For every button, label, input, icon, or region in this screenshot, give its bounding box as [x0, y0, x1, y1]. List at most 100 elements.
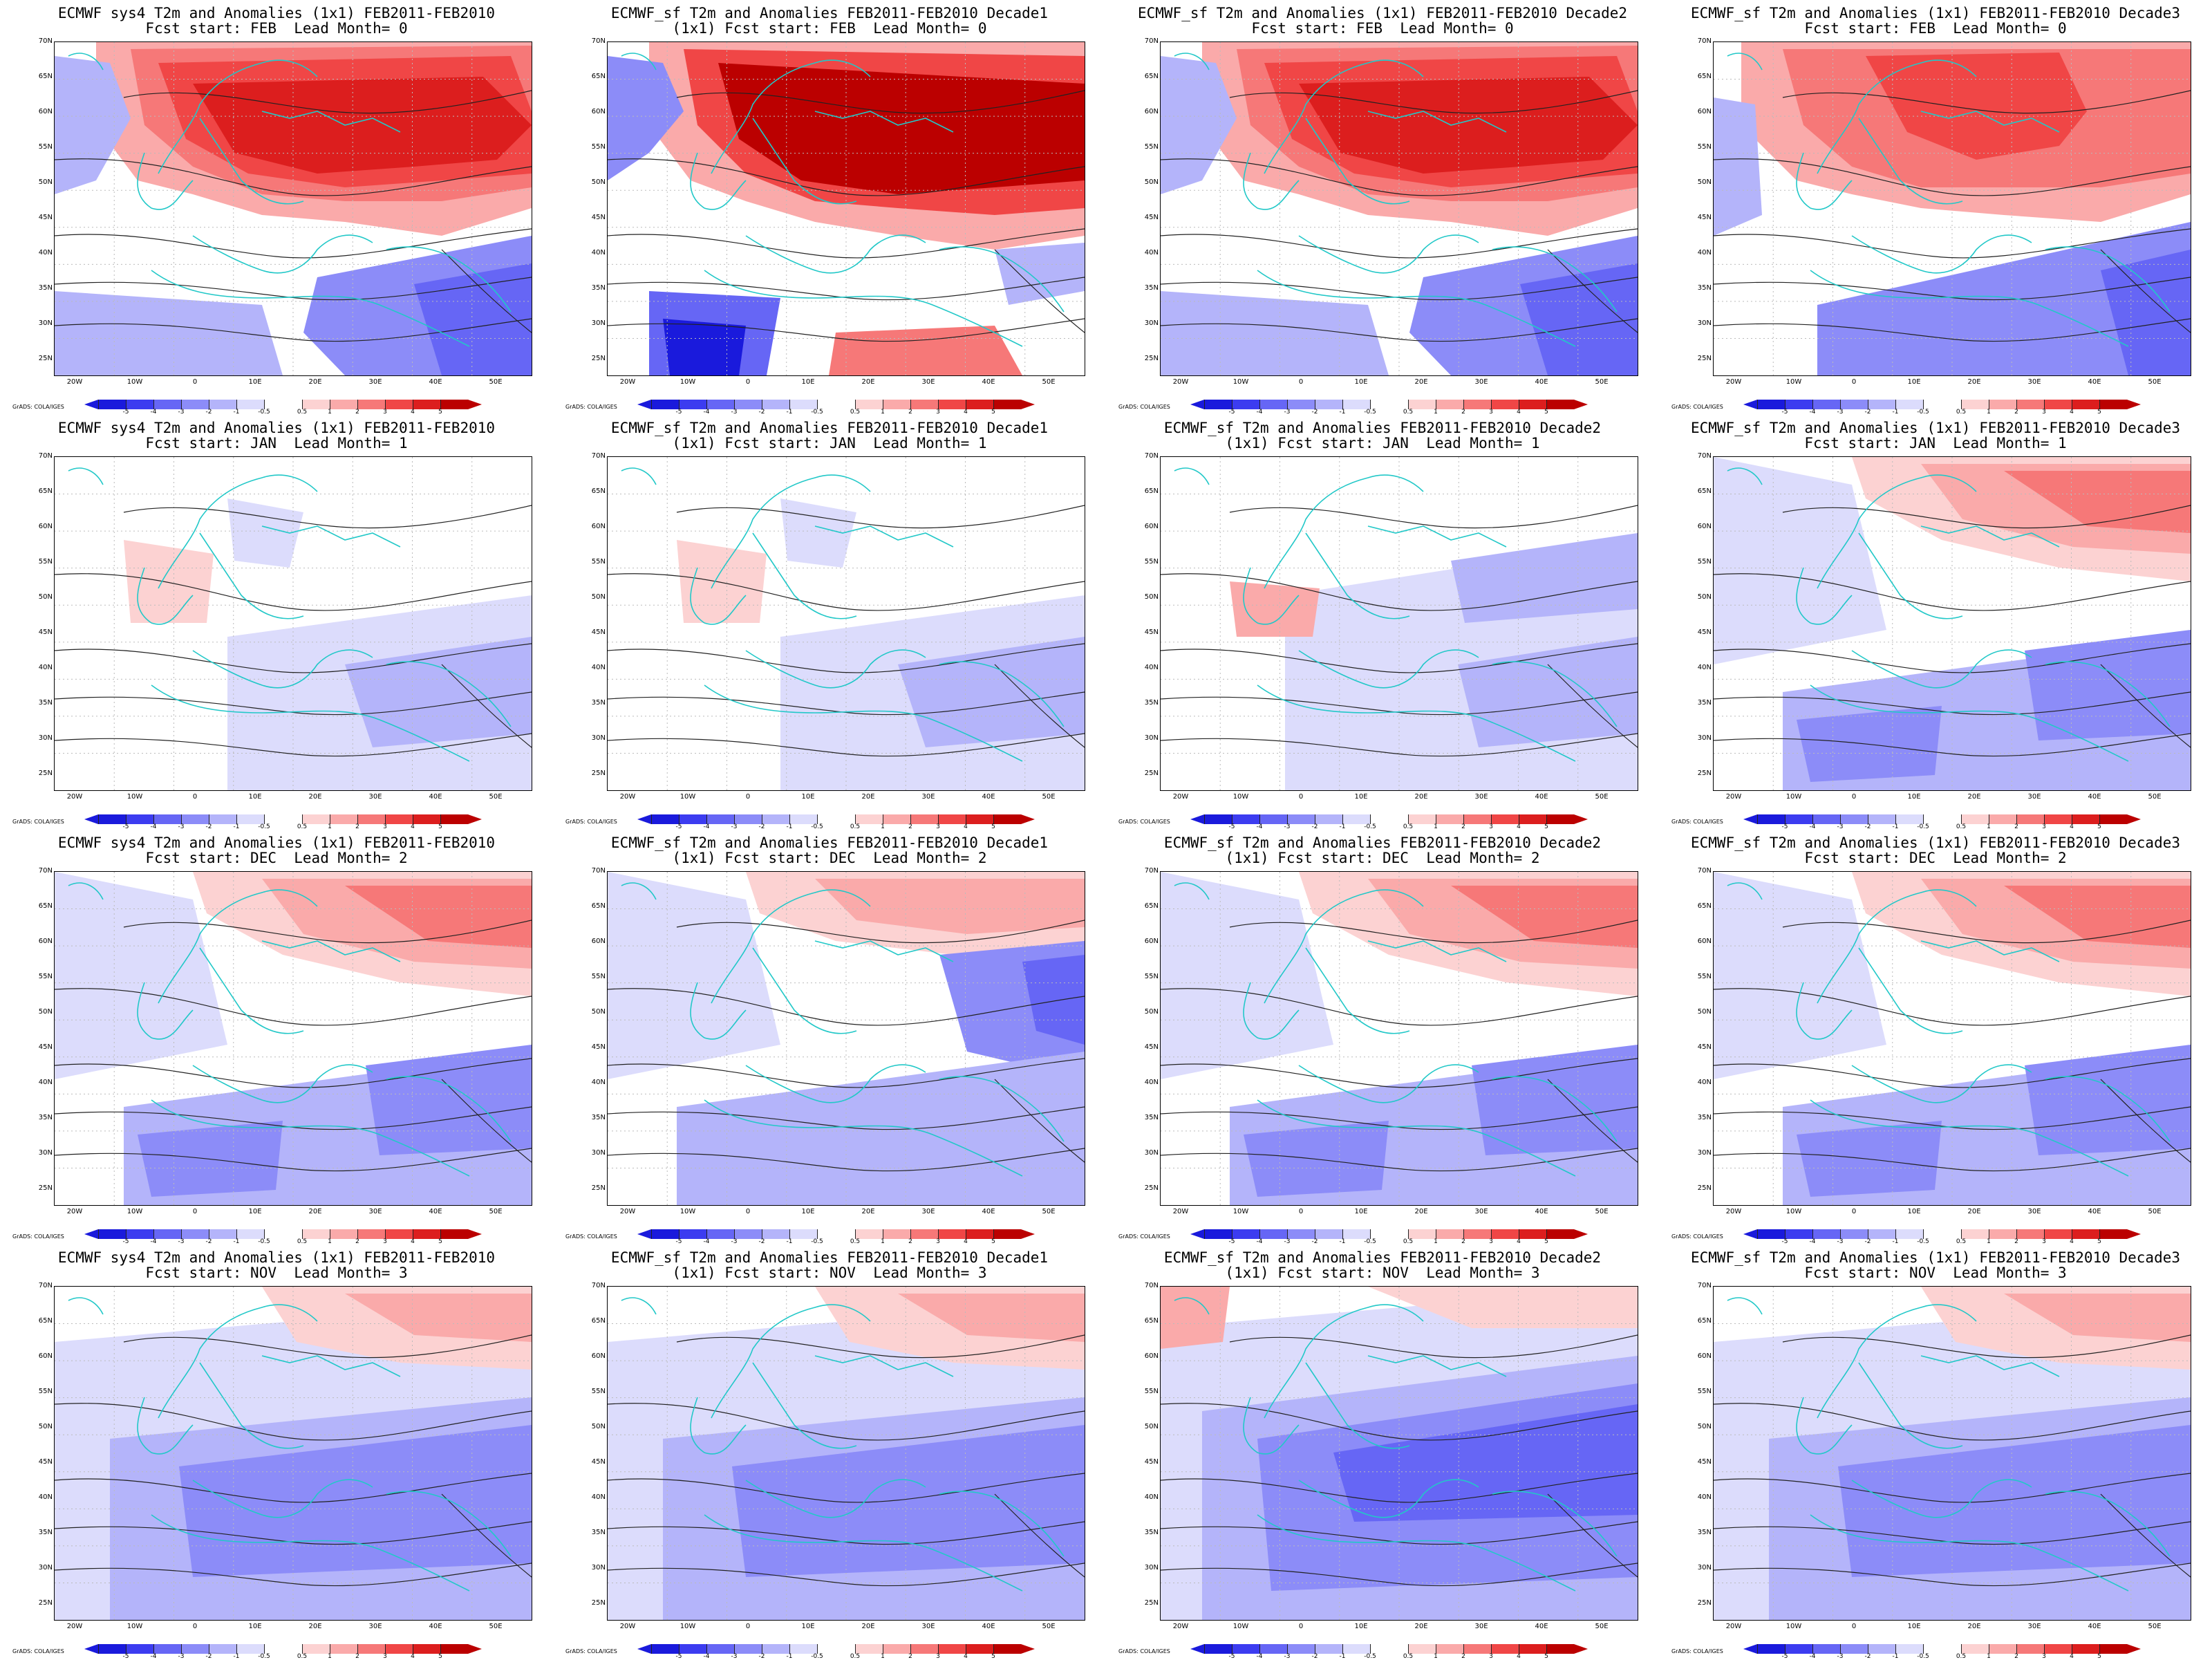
latitude-label: 55N [1697, 143, 1712, 151]
colorbar-swatch [855, 1644, 883, 1654]
colorbar-swatch [883, 1644, 910, 1654]
anomaly-shading [1451, 533, 1638, 623]
colorbar [617, 1229, 1069, 1239]
isotherm-contour [123, 505, 532, 529]
colorbar-tick-label: -0.5 [258, 409, 270, 416]
coastline [1858, 118, 1963, 205]
longitude-label: 10W [1785, 1208, 1802, 1215]
colorbar-tick-label: 4 [1517, 1653, 1521, 1660]
colorbar-swatch [2099, 1644, 2127, 1654]
latitude-label: 60N [38, 1352, 53, 1360]
latitude-label: 55N [591, 558, 606, 566]
map-field [1161, 42, 1638, 375]
coastline [1920, 940, 2060, 962]
colorbar-tick-label: 1 [1987, 409, 1991, 416]
colorbar-tick-label: 5 [2097, 1238, 2101, 1245]
latitude-label: 50N [1144, 1008, 1159, 1016]
colorbar-tick-label: -1 [1339, 1653, 1346, 1660]
colorbar-arrow-left [84, 1644, 98, 1654]
latitude-label: 55N [1144, 143, 1159, 151]
anomaly-shading [138, 1121, 283, 1197]
colorbar-swatch [1961, 1644, 1989, 1654]
longitude-label: 0 [745, 378, 751, 386]
coastline [814, 940, 954, 962]
colorbar-tick-label: 0.5 [1956, 409, 1967, 416]
coastline [199, 947, 304, 1034]
colorbar-tick-label: -1 [1892, 1653, 1899, 1660]
latitude-label: 60N [1697, 108, 1712, 115]
colorbar-swatch [1204, 1229, 1232, 1239]
colorbar-tick-label: 2 [908, 1238, 912, 1245]
colorbar-swatch [126, 1229, 153, 1239]
coastline [1796, 152, 1853, 210]
panel-subtitle: Fcst start: FEB Lead Month= 0 [1251, 20, 1514, 37]
latitude-label: 45N [1144, 1458, 1159, 1466]
latitude-label: 30N [38, 319, 53, 327]
longitude-label: 40E [1535, 793, 1548, 801]
coastline [151, 270, 470, 347]
longitude-label: 40E [1535, 1208, 1548, 1215]
isotherm-contour [608, 1106, 1085, 1130]
colorbar-arrow-right [468, 1644, 482, 1654]
colorbar-tick-label: 3 [2042, 1653, 2046, 1660]
longitude-label: 0 [1298, 1623, 1304, 1630]
colorbar-swatch [1757, 400, 1785, 409]
coastline [1305, 532, 1410, 619]
colorbar-tick-label: 0.5 [850, 823, 861, 830]
latitude-label: 65N [1697, 73, 1712, 80]
colorbar-swatch [855, 814, 883, 824]
panel-title: ECMWF sys4 T2m and Anomalies (1x1) FEB20… [57, 5, 496, 21]
colorbar-tick-label: 5 [1544, 1653, 1548, 1660]
latitude-label: 60N [1697, 1352, 1712, 1360]
anomaly-shading [898, 1294, 1085, 1342]
colorbar-swatch [209, 814, 236, 824]
coastline [1920, 1355, 2060, 1377]
coastline [752, 947, 857, 1034]
colorbar-swatch [2072, 814, 2099, 824]
colorbar-tick-label: 1 [1987, 823, 1991, 830]
colorbar-tick-label: 4 [2070, 1238, 2074, 1245]
panel-title: ECMWF_sf T2m and Anomalies FEB2011-FEB20… [610, 5, 1049, 21]
colorbar-swatch [1519, 1229, 1546, 1239]
colorbar-tick-label: -1 [233, 823, 240, 830]
coastline [1174, 1297, 1210, 1315]
grads-credit: GrADS: COLA/IGES [1118, 819, 1170, 825]
latitude-label: 35N [1144, 1114, 1159, 1121]
colorbar-tick-label: -4 [1256, 409, 1263, 416]
anomaly-shading [2004, 886, 2191, 948]
map-panel-jan-sys4: ECMWF sys4 T2m and Anomalies (1x1) FEB20… [0, 415, 553, 830]
isotherm-contour [1229, 90, 1638, 114]
anomaly-shading [995, 243, 1085, 305]
anomaly-shading [815, 879, 1085, 934]
colorbar-swatch [910, 1229, 938, 1239]
panel-title: ECMWF_sf T2m and Anomalies FEB2011-FEB20… [610, 420, 1049, 436]
colorbar-swatch [938, 814, 966, 824]
coastline [1851, 649, 2032, 689]
colorbar-arrow-right [2127, 1644, 2141, 1654]
longitude-label: 40E [2088, 378, 2101, 386]
colorbar-swatch [1868, 400, 1895, 409]
latitude-label: 30N [1697, 1564, 1712, 1572]
longitude-label: 40E [2088, 1208, 2101, 1215]
longitude-label: 10W [126, 793, 143, 801]
longitude-label: 10W [1232, 378, 1249, 386]
longitude-label: 30E [921, 793, 935, 801]
longitude-label: 0 [192, 793, 198, 801]
colorbar-tick-label: 3 [383, 1653, 387, 1660]
panel-title: ECMWF sys4 T2m and Anomalies (1x1) FEB20… [57, 1249, 496, 1266]
coastline [1810, 1514, 2129, 1592]
colorbar-tick-label: -0.5 [1364, 823, 1376, 830]
colorbar-tick-label: 5 [991, 1238, 995, 1245]
latitude-label: 70N [1697, 1282, 1712, 1289]
latitude-label: 70N [1144, 867, 1159, 875]
isotherm-contour [1161, 1473, 1638, 1503]
colorbar-tick-label: -1 [1892, 823, 1899, 830]
latitude-label: 25N [591, 1184, 606, 1192]
colorbar-arrow-left [637, 400, 651, 409]
coastline [704, 1099, 1023, 1177]
colorbar-arrow-left [1743, 1644, 1757, 1654]
coastline [621, 1297, 657, 1315]
coastline [752, 118, 857, 205]
longitude-label: 10E [1907, 378, 1921, 386]
longitude-label: 10W [126, 378, 143, 386]
